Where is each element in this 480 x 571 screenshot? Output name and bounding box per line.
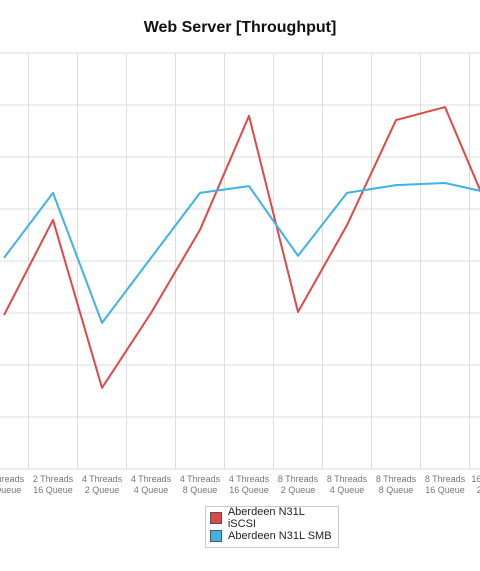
x-tick-label: 4 Threads 2 Queue (81, 474, 123, 495)
x-tick-label: 8 Threads 8 Queue (375, 474, 417, 495)
legend-swatch (210, 530, 222, 542)
legend-label: Aberdeen N31L SMB (228, 530, 332, 542)
x-tick-label: 8 Threads 2 Queue (277, 474, 319, 495)
x-tick-label: 2 Threads 8 Queue (0, 474, 25, 495)
legend-item: Aberdeen N31L iSCSI (210, 506, 334, 530)
x-tick-label: 4 Threads 4 Queue (130, 474, 172, 495)
x-tick-label: 16 Threads 2 Queue (471, 474, 480, 495)
legend-item: Aberdeen N31L SMB (210, 527, 334, 545)
legend-swatch (210, 512, 222, 524)
legend-label: Aberdeen N31L iSCSI (227, 506, 305, 530)
chart-title: Web Server [Throughput] (143, 19, 337, 36)
legend: Aberdeen N31L iSCSI Aberdeen N31L SMB (205, 506, 339, 548)
series-line (3, 182, 480, 324)
series-line (3, 106, 480, 389)
x-tick-label: 4 Threads 8 Queue (179, 474, 221, 495)
x-tick-label: 4 Threads 16 Queue (228, 474, 270, 495)
x-tick-label: 8 Threads 4 Queue (326, 474, 368, 495)
x-tick-label: 8 Threads 16 Queue (424, 474, 466, 495)
x-tick-label: 2 Threads 16 Queue (32, 474, 74, 495)
